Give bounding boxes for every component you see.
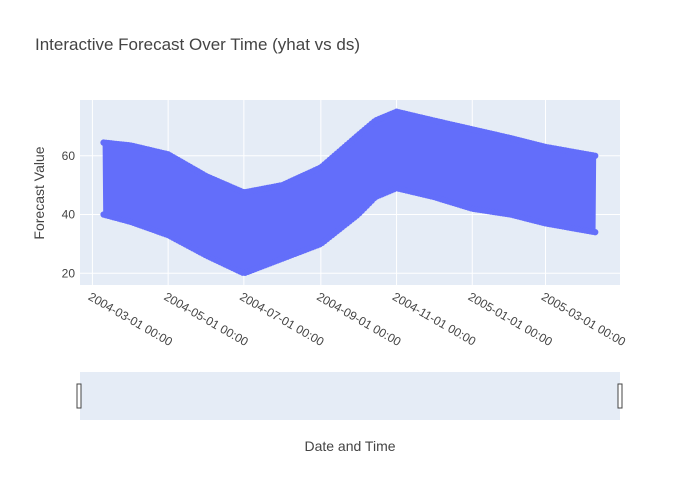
data-point[interactable]	[591, 152, 599, 159]
y-axis-ticks: 20 40 60	[62, 149, 76, 280]
x-tick-label: 2004-11-01 00:00	[390, 289, 479, 348]
range-slider-track[interactable]	[80, 372, 620, 420]
y-tick-label: 60	[62, 149, 76, 163]
y-tick-label: 20	[62, 266, 76, 280]
forecast-series[interactable]	[100, 108, 599, 276]
data-point[interactable]	[591, 228, 599, 236]
range-slider-right-handle[interactable]	[617, 383, 623, 409]
x-tick-label: 2004-05-01 00:00	[162, 289, 251, 349]
x-tick-label: 2004-03-01 00:00	[86, 289, 175, 349]
y-tick-label: 40	[62, 208, 76, 222]
x-tick-label: 2004-07-01 00:00	[237, 289, 326, 349]
y-axis-label: Forecast Value	[31, 146, 47, 239]
chart-title: Interactive Forecast Over Time (yhat vs …	[35, 35, 360, 54]
x-tick-label: 2004-09-01 00:00	[314, 289, 403, 349]
range-slider-left-handle[interactable]	[76, 383, 82, 409]
x-axis-label: Date and Time	[304, 438, 395, 454]
